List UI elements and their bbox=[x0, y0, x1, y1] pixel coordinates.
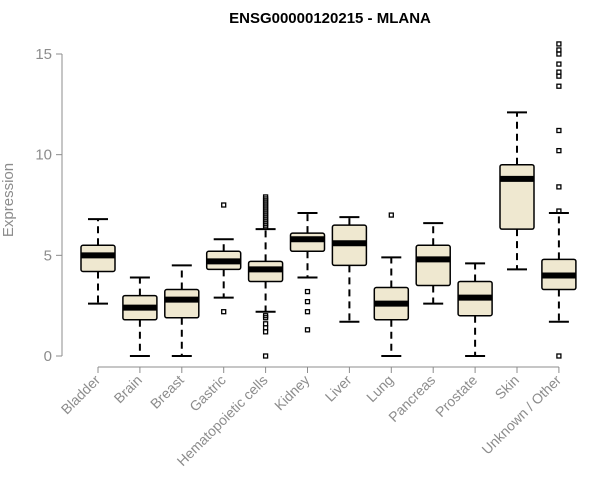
box-group bbox=[205, 202, 242, 315]
x-tick-label: Breast bbox=[147, 372, 187, 412]
outlier-point bbox=[556, 127, 562, 134]
outlier-point bbox=[556, 41, 562, 47]
box-group bbox=[164, 264, 200, 357]
box-iqr bbox=[289, 232, 326, 253]
chart-title: ENSG00000120215 - MLANA bbox=[229, 10, 431, 27]
box-group bbox=[122, 276, 158, 357]
outlier-point bbox=[221, 309, 227, 315]
box-series bbox=[80, 41, 577, 359]
box-group bbox=[457, 262, 493, 357]
x-tick-label: Brain bbox=[111, 372, 145, 406]
x-tick-label: Lung bbox=[363, 372, 396, 405]
box-group bbox=[373, 212, 410, 357]
outlier-point bbox=[262, 194, 269, 200]
y-tick-label: 5 bbox=[44, 247, 52, 264]
x-tick-label: Prostate bbox=[432, 372, 480, 420]
box-iqr bbox=[415, 244, 451, 287]
outlier-point bbox=[556, 83, 562, 89]
box-group bbox=[499, 111, 535, 271]
box-group bbox=[415, 222, 451, 305]
outlier-point bbox=[388, 212, 394, 218]
y-axis-label: Expression bbox=[0, 163, 17, 237]
box-group bbox=[289, 212, 326, 333]
box-group bbox=[331, 216, 368, 323]
outlier-point bbox=[304, 327, 311, 333]
x-tick-label: Unknown / Other bbox=[478, 372, 564, 458]
outlier-point bbox=[262, 353, 269, 359]
outlier-point bbox=[556, 69, 562, 75]
outlier-point bbox=[221, 202, 227, 208]
outlier-point bbox=[556, 208, 562, 214]
outlier-point bbox=[304, 309, 311, 315]
y-tick-label: 10 bbox=[35, 147, 52, 164]
y-axis: 0 5 10 15 bbox=[35, 46, 63, 365]
x-tick-label: Skin bbox=[492, 372, 523, 403]
box-iqr bbox=[499, 163, 535, 230]
y-tick-label: 0 bbox=[44, 348, 52, 365]
x-tick-label: Pancreas bbox=[385, 372, 438, 425]
outlier-point bbox=[556, 353, 562, 359]
x-tick-label: Liver bbox=[322, 372, 355, 405]
x-tick-label: Bladder bbox=[58, 372, 104, 418]
box-group bbox=[80, 218, 116, 305]
outlier-point bbox=[262, 321, 269, 327]
outlier-point bbox=[556, 147, 562, 154]
outlier-point bbox=[556, 47, 562, 53]
box-iqr bbox=[80, 244, 116, 273]
outlier-point bbox=[304, 298, 311, 305]
box-group bbox=[247, 194, 284, 359]
outlier-point bbox=[262, 313, 269, 319]
x-tick-label: Kidney bbox=[271, 372, 313, 414]
outlier-point bbox=[556, 184, 562, 190]
y-tick-label: 15 bbox=[35, 46, 52, 63]
outlier-point bbox=[556, 61, 562, 67]
box-iqr bbox=[164, 288, 200, 319]
box-group bbox=[541, 41, 577, 359]
outlier-point bbox=[304, 288, 311, 295]
